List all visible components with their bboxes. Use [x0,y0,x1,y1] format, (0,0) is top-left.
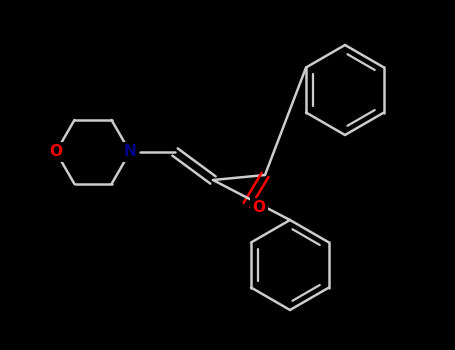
Text: O: O [253,201,266,216]
Text: O: O [50,145,62,160]
Text: N: N [124,145,136,160]
